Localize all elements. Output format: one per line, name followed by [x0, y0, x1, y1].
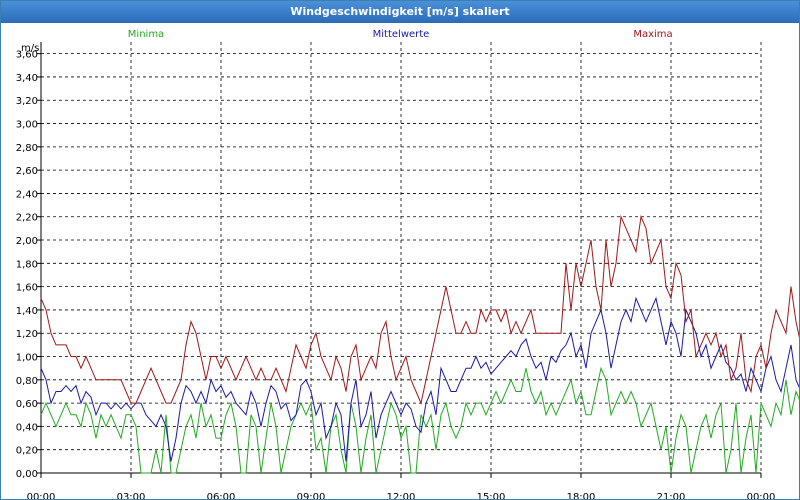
y-axis-label: m/s: [21, 43, 39, 54]
legend-minima: Minima: [128, 29, 164, 40]
x-tick-time: 06:00: [207, 492, 236, 499]
y-tick-label: 1,40: [16, 306, 38, 317]
legend: Minima Mittelwerte Maxima: [128, 29, 673, 40]
y-tick-label: 2,40: [16, 189, 38, 200]
series-lines: [40, 214, 799, 474]
x-tick-time: 18:00: [567, 492, 596, 499]
y-tick-label: 3,20: [16, 96, 38, 107]
x-tick-time: 00:00: [747, 492, 776, 499]
x-tick-time: 15:00: [477, 492, 506, 499]
y-tick-label: 1,80: [16, 259, 38, 270]
x-tick-time: 00:00: [27, 492, 56, 499]
y-tick-label: 0,20: [16, 446, 38, 457]
y-tick-label: 3,40: [16, 73, 38, 84]
y-tick-label: 3,00: [16, 120, 38, 131]
y-tick-label: 2,80: [16, 143, 38, 154]
x-tick-labels: 00:0019.01.1603:0019.01.1606:0019.01.160…: [27, 492, 776, 499]
x-tick-time: 09:00: [297, 492, 326, 499]
y-tick-label: 3,60: [16, 50, 38, 61]
y-tick-label: 1,00: [16, 353, 38, 364]
y-tick-label: 1,60: [16, 283, 38, 294]
y-tick-label: 0,40: [16, 422, 38, 433]
series-line-minima: [40, 366, 799, 474]
legend-maxima: Maxima: [633, 29, 672, 40]
chart-canvas: m/s 0,00 0,20 0,40 0,60 0,80 1,00 1,20 1,40 1,60…: [16, 29, 799, 499]
y-tick-label: 0,60: [16, 399, 38, 410]
series-line-maxima: [40, 214, 799, 405]
y-tick-label: 1,20: [16, 329, 38, 340]
grid-lines: [40, 42, 762, 474]
series-line-mittelwerte: [40, 296, 799, 462]
y-tick-label: 2,60: [16, 166, 38, 177]
chart-title: Windgeschwindigkeit [m/s] skaliert: [1, 1, 799, 23]
y-tick-label: 2,20: [16, 213, 38, 224]
legend-mittelwerte: Mittelwerte: [373, 29, 430, 40]
x-tick-time: 21:00: [657, 492, 686, 499]
y-tick-label: 2,00: [16, 236, 38, 247]
y-tick-label: 0,00: [16, 469, 38, 480]
x-tick-time: 03:00: [117, 492, 146, 499]
x-tick-time: 12:00: [387, 492, 416, 499]
y-tick-label: 0,80: [16, 376, 38, 387]
y-tick-labels: 0,00 0,20 0,40 0,60 0,80 1,00 1,20 1,40 1,60 1,80…: [16, 50, 38, 480]
